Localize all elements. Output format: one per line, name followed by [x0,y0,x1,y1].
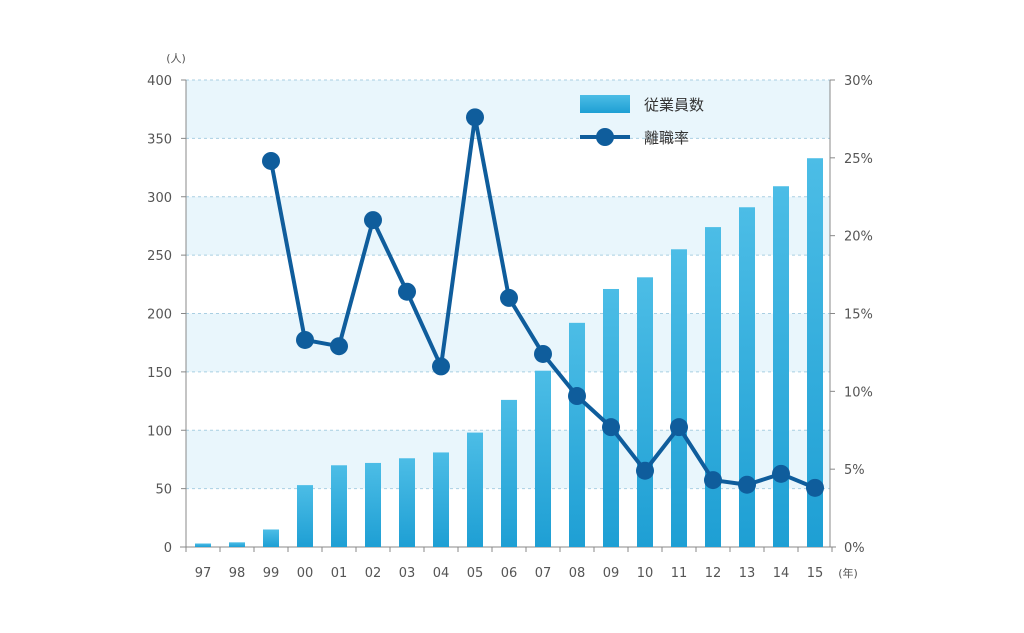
legend-label-turnover: 離職率 [644,129,689,147]
bar-employees-11 [671,249,687,547]
point-turnover-03 [398,282,416,301]
bar-employees-00 [297,485,313,547]
background-band [186,196,830,256]
right-tick-label: 30% [844,74,873,89]
bar-employees-06 [501,399,517,547]
x-tick-label: 97 [195,566,212,581]
point-turnover-05 [466,108,484,127]
x-tick-label: 02 [365,566,382,581]
right-tick-label: 10% [844,385,873,400]
grid-lines [186,79,830,490]
x-tick-label: 13 [739,566,756,581]
axes [180,79,836,552]
x-tick-label: 07 [535,566,552,581]
x-tick-label: 08 [569,566,586,581]
x-tick-label: 01 [331,566,348,581]
legend-swatch-point [596,128,614,146]
x-tick-label: 00 [297,566,314,581]
left-tick-label: 350 [147,132,172,147]
legend-swatch-employees [580,95,630,113]
x-tick-label: 98 [229,566,246,581]
bar-employees-02 [365,462,381,547]
x-tick-label: 10 [637,566,654,581]
bar-employees-08 [569,322,585,547]
right-tick-label: 15% [844,308,873,323]
bar-employees-01 [331,465,347,547]
legend-label-employees: 従業員数 [644,96,704,114]
bar-employees-09 [603,288,619,547]
left-axis-unit: (人) [166,52,186,65]
point-turnover-04 [432,357,450,376]
bar-employees-97 [195,543,211,547]
left-tick-label: 200 [147,308,172,323]
left-tick-label: 100 [147,424,172,439]
bar-employees-10 [637,277,653,547]
point-turnover-08 [568,387,586,406]
left-tick-label: 150 [147,366,172,381]
background-band [186,80,830,139]
bar-employees-05 [467,432,483,547]
x-tick-label: 12 [705,566,722,581]
bar-employees-12 [705,227,721,548]
left-tick-label: 300 [147,191,172,206]
point-turnover-06 [500,288,518,307]
point-turnover-07 [534,344,552,363]
bar-employees-07 [535,370,551,547]
point-turnover-13 [738,475,756,494]
x-tick-label: 15 [807,566,824,581]
bar-series [195,158,823,548]
point-turnover-00 [296,330,314,349]
background-band [186,313,830,372]
bar-employees-13 [739,207,755,547]
left-tick-label: 400 [147,74,172,89]
x-tick-label: 03 [399,566,416,581]
x-axis-unit: (年) [838,566,858,580]
x-tick-label: 14 [773,566,790,581]
x-tick-label: 99 [263,566,280,581]
bar-employees-98 [229,542,245,547]
point-turnover-02 [364,211,382,230]
point-turnover-11 [670,418,688,437]
point-turnover-15 [806,478,824,497]
left-tick-label: 0 [164,541,172,556]
right-tick-label: 25% [844,152,873,167]
bar-employees-99 [263,529,279,547]
point-turnover-12 [704,471,722,490]
bar-employees-04 [433,452,449,547]
x-tick-label: 11 [671,566,688,581]
point-turnover-14 [772,464,790,483]
x-tick-label: 09 [603,566,620,581]
x-tick-label: 05 [467,566,484,581]
right-tick-label: 5% [844,463,865,478]
left-tick-label: 250 [147,249,172,264]
right-tick-label: 20% [844,230,873,245]
x-tick-label: 06 [501,566,518,581]
right-tick-label: 0% [844,541,865,556]
bar-employees-14 [773,186,789,547]
bar-employees-15 [807,158,823,547]
point-turnover-09 [602,418,620,437]
point-turnover-99 [262,151,280,170]
tick-labels: 0501001502002503003504000%5%10%15%20%25%… [147,52,873,581]
point-turnover-10 [636,461,654,480]
bar-employees-03 [399,458,415,547]
point-turnover-01 [330,337,348,356]
line-series [262,108,824,497]
left-tick-label: 50 [155,483,172,498]
x-tick-label: 04 [433,566,450,581]
